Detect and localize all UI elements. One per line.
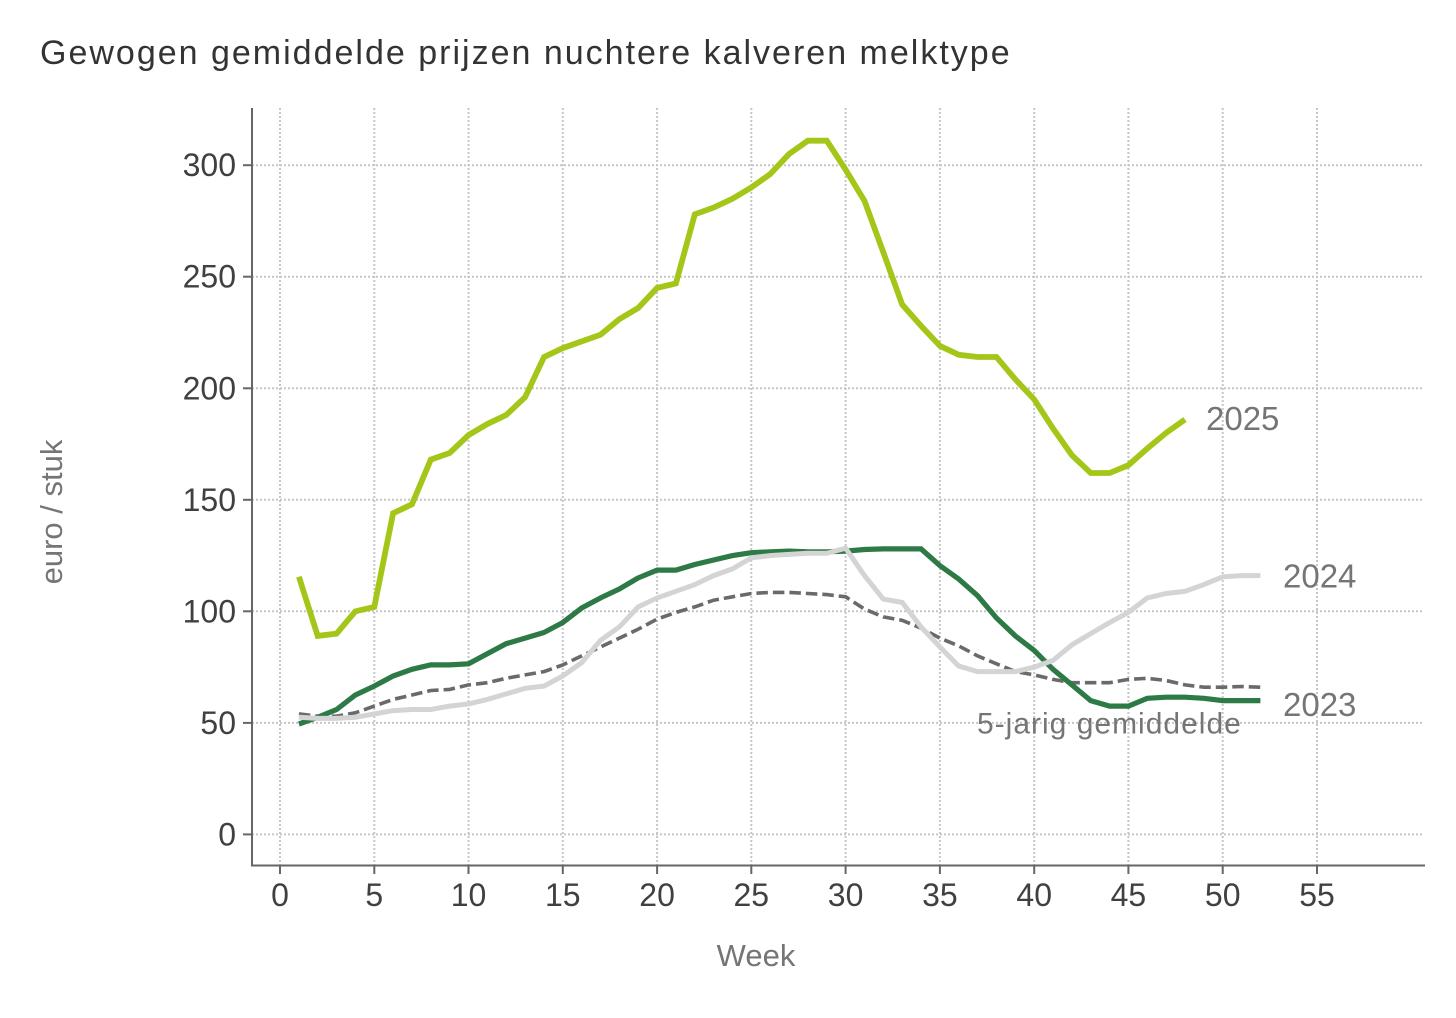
svg-text:45: 45	[1111, 877, 1147, 913]
svg-text:2025: 2025	[1206, 400, 1279, 437]
svg-text:0: 0	[271, 877, 289, 913]
svg-text:250: 250	[183, 259, 236, 295]
svg-text:55: 55	[1299, 877, 1335, 913]
svg-text:5: 5	[365, 877, 383, 913]
svg-text:30: 30	[828, 877, 864, 913]
svg-text:100: 100	[183, 593, 236, 629]
svg-text:150: 150	[183, 482, 236, 518]
svg-text:50: 50	[200, 705, 236, 741]
svg-text:Week: Week	[717, 938, 796, 973]
svg-text:5-jarig gemiddelde: 5-jarig gemiddelde	[977, 708, 1242, 741]
svg-text:0: 0	[218, 816, 236, 852]
svg-text:50: 50	[1205, 877, 1241, 913]
svg-text:10: 10	[451, 877, 487, 913]
svg-text:15: 15	[545, 877, 581, 913]
svg-text:euro / stuk: euro / stuk	[34, 439, 69, 584]
svg-text:35: 35	[922, 877, 958, 913]
svg-text:2024: 2024	[1283, 558, 1356, 595]
svg-text:40: 40	[1016, 877, 1052, 913]
svg-text:Gewogen gemiddelde prijzen nuc: Gewogen gemiddelde prijzen nuchtere kalv…	[40, 34, 1012, 72]
svg-text:20: 20	[639, 877, 675, 913]
svg-text:2023: 2023	[1283, 686, 1356, 723]
svg-text:200: 200	[183, 370, 236, 406]
svg-text:300: 300	[183, 147, 236, 183]
svg-text:25: 25	[734, 877, 770, 913]
